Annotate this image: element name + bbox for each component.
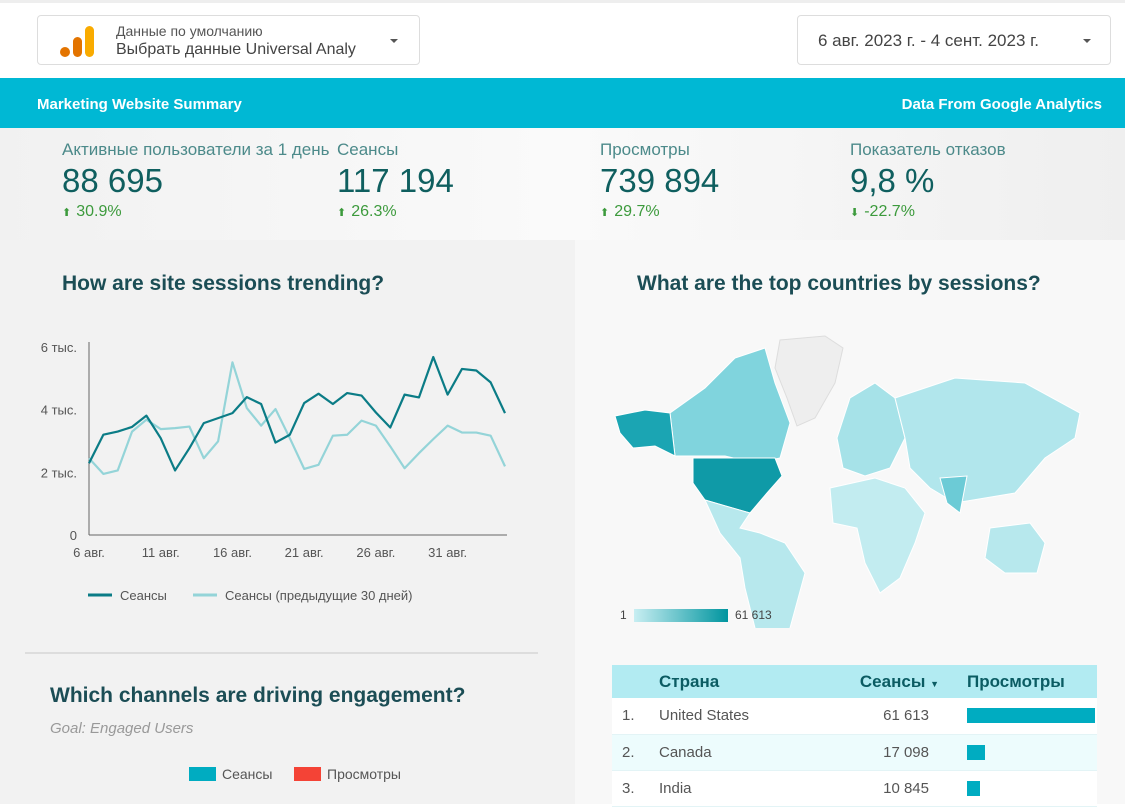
map-canada[interactable] — [670, 348, 790, 463]
y-tick-label: 0 — [70, 528, 77, 543]
arrow-up-icon: ⬆ — [337, 207, 346, 219]
kpi-delta: 26.3% — [351, 203, 396, 220]
map-color-scale — [634, 609, 728, 622]
arrow-up-icon: ⬆ — [600, 207, 609, 219]
left-panel: How are site sessions trending? 0 2 тыс. 4… — [0, 240, 575, 804]
kpi-value: 88 695 — [62, 162, 330, 200]
kpi-delta: 29.7% — [614, 203, 659, 220]
arrow-down-icon: ⬇ — [850, 207, 859, 219]
row-rank: 3. — [612, 770, 659, 806]
col-sessions-label: Сеансы — [860, 672, 925, 691]
legend-item-sessions: Сеансы — [189, 766, 272, 782]
data-source-selector[interactable]: Данные по умолчанию Выбрать данные Unive… — [37, 15, 420, 65]
col-sessions[interactable]: Сеансы ▼ — [807, 665, 957, 698]
kpi-label: Сеансы — [337, 140, 454, 160]
row-sessions: 17 098 — [807, 734, 957, 770]
right-panel: What are the top countries by sessions? … — [575, 240, 1125, 804]
pageviews-bar — [967, 708, 1095, 723]
x-tick-label: 31 авг. — [428, 545, 467, 560]
kpi-label: Показатель отказов — [850, 140, 1006, 160]
kpi-value: 9,8 % — [850, 162, 1006, 200]
sort-desc-icon: ▼ — [930, 679, 939, 689]
data-source-label: Данные по умолчанию — [116, 23, 263, 39]
report-title: Marketing Website Summary — [37, 96, 242, 113]
map-asia[interactable] — [895, 378, 1080, 503]
section-divider — [25, 652, 538, 654]
col-pageviews[interactable]: Просмотры — [957, 665, 1097, 698]
data-source-note: Data From Google Analytics — [902, 96, 1102, 113]
kpi-active-users: Активные пользователи за 1 день 88 695 ⬆… — [62, 140, 330, 221]
row-rank: 1. — [612, 698, 659, 734]
x-tick-label: 26 авг. — [356, 545, 395, 560]
row-country: India — [659, 770, 807, 806]
kpi-bounce-rate: Показатель отказов 9,8 % ⬇ -22.7% — [850, 140, 1006, 221]
map-australia[interactable] — [985, 523, 1045, 573]
analytics-logo-icon — [58, 24, 98, 60]
row-sessions: 61 613 — [807, 698, 957, 734]
trend-title: How are site sessions trending? — [62, 272, 384, 296]
map-africa[interactable] — [830, 478, 925, 593]
y-tick-label: 4 тыс. — [41, 403, 77, 418]
map-scale-min: 1 — [620, 608, 627, 622]
pageviews-bar — [967, 745, 985, 760]
data-source-value: Выбрать данные Universal Analy — [116, 41, 374, 59]
map-scale-max: 61 613 — [735, 608, 772, 622]
kpi-sessions: Сеансы 117 194 ⬆ 26.3% — [337, 140, 454, 221]
y-tick-label: 2 тыс. — [41, 465, 77, 480]
row-country: United States — [659, 698, 807, 734]
sessions-line-chart: 0 2 тыс. 4 тыс. 6 тыс. 6 авг. 11 авг. 16 авг. 2… — [0, 320, 575, 700]
pageviews-bar — [967, 781, 980, 796]
legend-label: Сеансы — [120, 588, 167, 603]
legend-label: Сеансы (предыдущие 30 дней) — [225, 588, 413, 603]
arrow-up-icon: ⬆ — [62, 207, 71, 219]
legend-swatch — [294, 767, 321, 781]
kpi-label: Просмотры — [600, 140, 719, 160]
map-europe[interactable] — [837, 383, 905, 476]
kpi-row: Активные пользователи за 1 день 88 695 ⬆… — [0, 128, 1125, 240]
x-tick-label: 11 авг. — [142, 545, 180, 560]
x-tick-label: 6 авг. — [73, 545, 105, 560]
legend-label: Просмотры — [327, 766, 401, 782]
header-banner: Marketing Website Summary Data From Goog… — [0, 78, 1125, 128]
world-map[interactable]: 1 61 613 — [575, 328, 1125, 628]
kpi-value: 117 194 — [337, 162, 454, 200]
map-alaska[interactable] — [615, 410, 675, 456]
kpi-delta: -22.7% — [864, 203, 915, 220]
legend-label: Сеансы — [222, 766, 272, 782]
kpi-delta: 30.9% — [76, 203, 121, 220]
map-usa[interactable] — [693, 458, 782, 513]
chevron-down-icon — [390, 39, 398, 43]
kpi-pageviews: Просмотры 739 894 ⬆ 29.7% — [600, 140, 719, 221]
legend-swatch — [189, 767, 216, 781]
kpi-value: 739 894 — [600, 162, 719, 200]
chevron-down-icon — [1083, 39, 1091, 43]
x-tick-label: 21 авг. — [285, 545, 324, 560]
map-title: What are the top countries by sessions? — [637, 272, 1041, 296]
channels-title: Which channels are driving engagement? — [50, 684, 465, 708]
date-range-picker[interactable]: 6 авг. 2023 г. - 4 сент. 2023 г. — [797, 15, 1111, 65]
kpi-label: Активные пользователи за 1 день — [62, 140, 330, 160]
y-tick-label: 6 тыс. — [41, 340, 77, 355]
row-rank: 2. — [612, 734, 659, 770]
top-border — [0, 0, 1125, 3]
channels-subtitle: Goal: Engaged Users — [50, 720, 193, 737]
legend-item-pageviews: Просмотры — [294, 766, 401, 782]
x-tick-label: 16 авг. — [213, 545, 252, 560]
col-country[interactable]: Страна — [659, 665, 807, 698]
date-range-value: 6 авг. 2023 г. - 4 сент. 2023 г. — [818, 31, 1039, 51]
row-sessions: 10 845 — [807, 770, 957, 806]
row-country: Canada — [659, 734, 807, 770]
